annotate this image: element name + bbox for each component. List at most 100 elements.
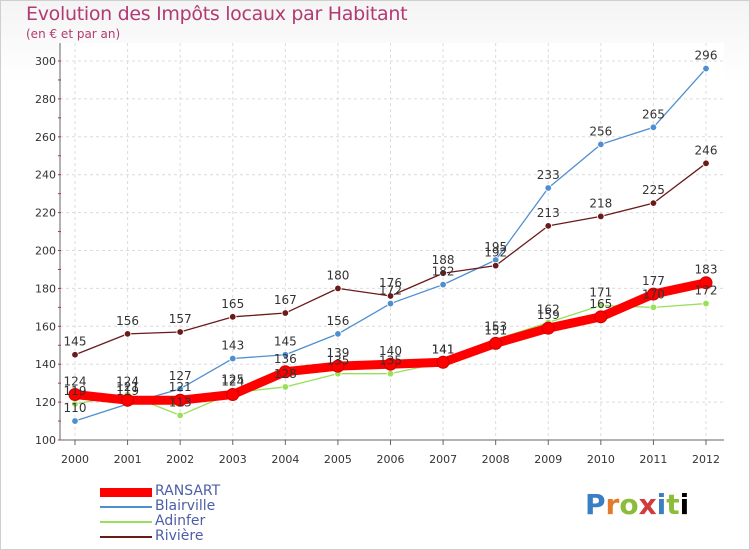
y-tick-label: 200 [35, 245, 56, 258]
data-point-blairville [649, 123, 658, 132]
data-point-adinfer [597, 301, 605, 310]
data-label-rivière: 167 [274, 293, 297, 307]
data-point-ransart [278, 365, 292, 379]
data-label-rivière: 225 [642, 183, 665, 197]
y-tick-label: 220 [35, 207, 56, 220]
x-tick-label: 2005 [324, 453, 352, 466]
y-tick-label: 180 [35, 282, 56, 295]
data-label-adinfer: 113 [169, 395, 192, 409]
x-tick-label: 2010 [587, 453, 615, 466]
data-point-rivière [702, 159, 710, 168]
legend-label-ransart: RANSART [155, 483, 221, 499]
data-label-ransart: 124 [221, 375, 244, 389]
data-label-rivière: 156 [116, 314, 139, 328]
data-point-blairville [597, 140, 605, 149]
data-point-rivière [597, 212, 605, 221]
data-label-blairville: 233 [537, 168, 560, 182]
data-point-ransart [173, 393, 187, 407]
data-label-ransart: 121 [116, 380, 139, 394]
data-point-rivière [176, 328, 184, 336]
proxiti-logo: Proxiti [585, 488, 689, 521]
data-label-rivière: 176 [379, 276, 402, 290]
y-tick-label: 100 [35, 434, 56, 447]
y-tick-label: 260 [35, 131, 56, 144]
data-label-blairville: 145 [274, 335, 297, 349]
data-point-ransart [384, 357, 397, 371]
data-point-adinfer [176, 411, 184, 420]
legend-swatch-riviere [100, 536, 152, 538]
data-point-ransart [646, 287, 660, 301]
y-tick-label: 240 [35, 169, 56, 182]
x-tick-label: 2009 [534, 453, 562, 466]
data-point-ransart [331, 359, 345, 373]
data-point-rivière [544, 222, 552, 230]
data-point-rivière [229, 313, 237, 321]
data-point-adinfer [386, 369, 395, 378]
legend-swatch-blairville [100, 506, 152, 508]
data-point-ransart [541, 321, 555, 335]
data-point-ransart [594, 310, 608, 324]
data-label-ransart: 140 [379, 344, 402, 358]
data-point-blairville [386, 299, 395, 308]
data-point-adinfer [649, 303, 658, 312]
data-label-blairville: 195 [484, 240, 507, 254]
data-point-blairville [334, 330, 342, 338]
data-label-rivière: 165 [221, 297, 244, 311]
logo-letter: i [656, 488, 667, 521]
data-label-ransart: 124 [64, 375, 87, 389]
x-tick-label: 2008 [482, 453, 510, 466]
data-point-blairville [439, 280, 447, 289]
data-point-ransart [121, 393, 135, 407]
x-tick-label: 2003 [219, 453, 247, 466]
data-label-adinfer: 162 [537, 303, 560, 317]
data-point-blairville [702, 64, 710, 73]
data-point-blairville [229, 354, 237, 363]
data-point-adinfer [702, 299, 710, 308]
data-point-rivière [649, 199, 658, 207]
data-label-rivière: 218 [589, 196, 612, 210]
logo-letter: x [638, 488, 657, 521]
logo-letter: t [666, 488, 680, 521]
data-point-ransart [436, 355, 450, 369]
data-point-rivière [491, 261, 500, 270]
data-label-adinfer: 172 [695, 284, 718, 298]
data-point-ransart [699, 276, 713, 290]
data-point-rivière [71, 351, 79, 359]
y-tick-label: 300 [35, 55, 56, 68]
data-point-blairville [71, 417, 79, 425]
data-label-ransart: 159 [537, 308, 560, 322]
data-label-ransart: 177 [642, 274, 665, 288]
data-label-ransart: 151 [484, 323, 507, 337]
data-label-ransart: 183 [695, 263, 718, 277]
y-tick-label: 120 [35, 396, 56, 409]
legend-label-riviere: Rivière [155, 528, 204, 544]
chart-title: Evolution des Impôts locaux par Habitant [26, 3, 408, 25]
data-label-blairville: 143 [221, 339, 244, 353]
plot-area [60, 43, 724, 440]
data-label-ransart: 136 [274, 352, 297, 366]
logo-letter: o [619, 488, 639, 521]
x-tick-label: 2007 [429, 453, 457, 466]
data-label-blairville: 156 [326, 314, 349, 328]
data-label-adinfer: 153 [484, 320, 507, 334]
data-point-ransart [226, 388, 240, 402]
y-tick-label: 160 [35, 320, 56, 333]
data-point-ransart [489, 336, 503, 350]
legend-swatch-adinfer [100, 521, 152, 523]
x-tick-label: 2002 [166, 453, 194, 466]
legend-label-blairville: Blairville [155, 498, 216, 514]
data-label-rivière: 192 [484, 246, 507, 260]
data-label-adinfer: 171 [589, 285, 612, 299]
data-label-adinfer: 125 [221, 373, 244, 387]
chart-subtitle: (en € et par an) [26, 27, 121, 41]
data-point-rivière [123, 330, 132, 338]
data-label-ransart: 139 [326, 346, 349, 360]
x-tick-label: 2012 [692, 453, 720, 466]
data-point-ransart [68, 388, 82, 402]
x-tick-label: 2006 [377, 453, 405, 466]
data-label-blairville: 256 [589, 124, 612, 138]
data-label-blairville: 119 [116, 384, 139, 398]
data-label-rivière: 188 [432, 253, 455, 267]
data-label-adinfer: 124 [116, 375, 139, 389]
data-point-rivière [386, 292, 395, 300]
